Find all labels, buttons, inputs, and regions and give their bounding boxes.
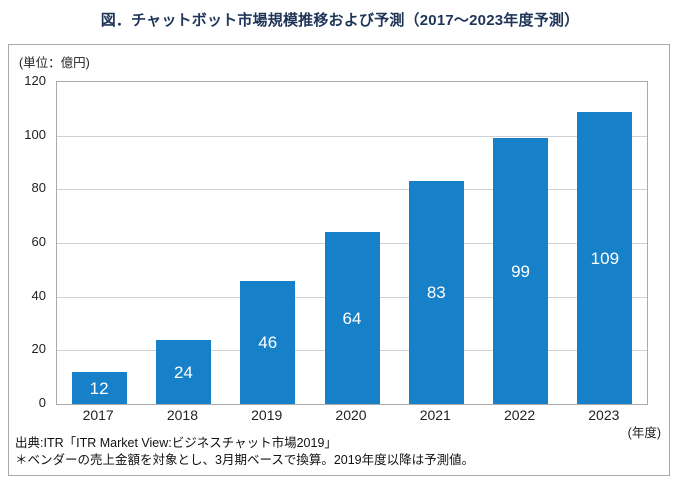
chart-panel: (単位：億円) 0 20 40 60 80 100 120 12 24 46 64 83 99 109 …: [8, 44, 670, 476]
bar-2018: 24: [155, 340, 211, 404]
x-axis-tick-label: 2020: [335, 407, 367, 423]
x-axis-tick-label: 2023: [588, 407, 620, 423]
y-axis-tick-label: 40: [31, 287, 46, 303]
bar-2021: 83: [408, 181, 464, 404]
x-axis-tick-label: 2019: [251, 407, 283, 423]
plot-area: 12 24 46 64 83 99 109: [56, 81, 648, 405]
x-axis-tick-label: 2021: [419, 407, 451, 423]
y-axis-tick-label: 0: [38, 395, 46, 410]
bar-2023: 109: [577, 112, 633, 404]
chart-title: 図．チャットボット市場規模推移および予測（2017～2023年度予測）: [100, 12, 580, 29]
x-axis-unit-label: (年度): [627, 426, 661, 440]
source-text: 出典:ITR「ITR Market View:ビジネスチャット市場2019」: [15, 436, 337, 450]
x-axis-labels: 2017 2018 2019 2020 2021 2022 2023: [56, 407, 646, 425]
note-text: ＊ベンダーの売上金額を対象とし、3月期ベースで換算。2019年度以降は予測値。: [15, 452, 475, 467]
x-axis-tick-label: 2018: [166, 407, 198, 423]
bar-value-label: 24: [173, 362, 193, 382]
bar-2017: 12: [71, 372, 127, 404]
x-axis-tick-label: 2022: [503, 407, 536, 423]
bar-2022: 99: [493, 138, 549, 404]
bar-2020: 64: [324, 232, 380, 404]
x-axis-tick-label: 2017: [82, 407, 114, 423]
y-axis-tick-label: 20: [31, 341, 46, 357]
y-axis-tick-label: 120: [24, 73, 46, 88]
gridline: [57, 189, 647, 191]
gridline: [57, 135, 647, 137]
y-axis-tick-label: 80: [31, 180, 46, 196]
y-axis-tick-label: 60: [31, 234, 46, 249]
bar-2019: 46: [240, 281, 296, 404]
y-axis-labels: 0 20 40 60 80 100 120: [9, 73, 52, 410]
y-axis-unit-label: (単位：億円): [19, 56, 90, 70]
footer: 出典:ITR「ITR Market View:ビジネスチャット市場2019」 ＊…: [15, 435, 474, 468]
bar-value-label: 109: [590, 248, 620, 268]
y-axis-tick-label: 100: [24, 126, 46, 142]
bar-value-label: 12: [89, 378, 109, 398]
bar-value-label: 99: [511, 261, 531, 281]
bar-value-label: 64: [342, 308, 362, 328]
bar-value-label: 83: [426, 283, 446, 302]
bar-value-label: 46: [258, 333, 278, 352]
